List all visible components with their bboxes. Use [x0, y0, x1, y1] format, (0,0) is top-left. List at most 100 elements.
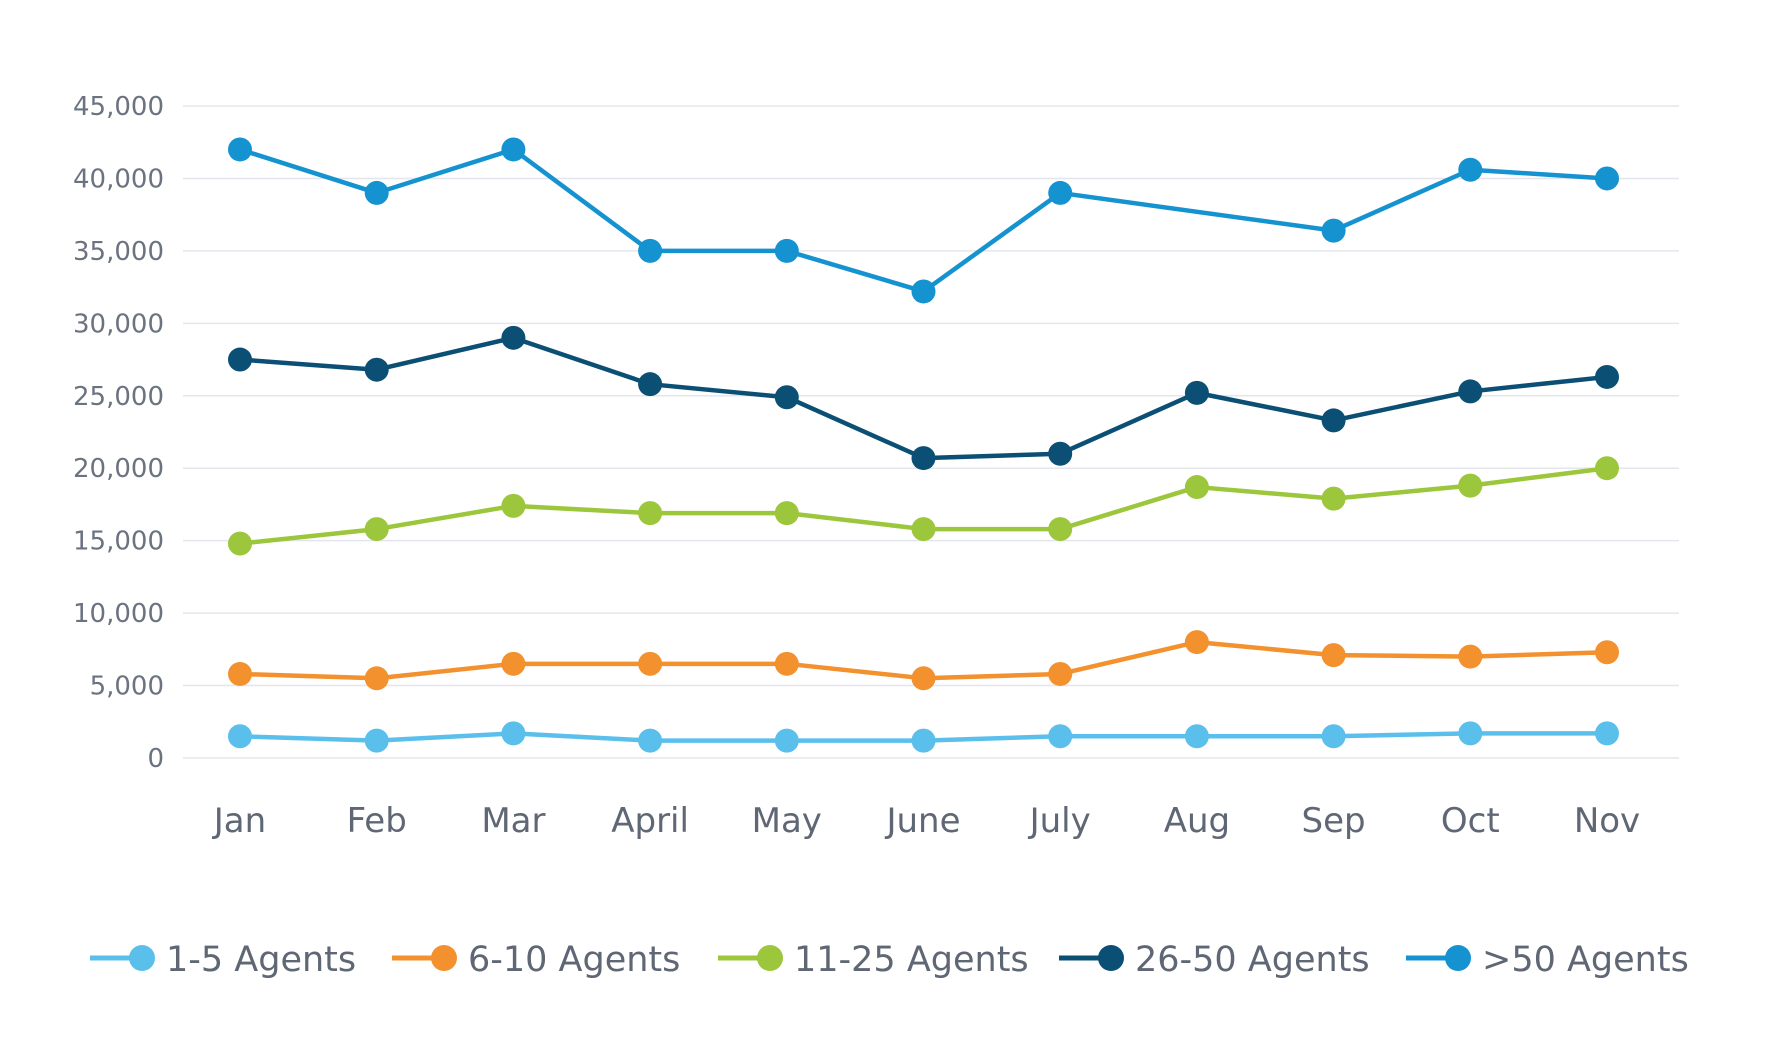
legend-marker: [757, 945, 783, 971]
x-axis-ticks: Jan Feb Mar April May June July Aug Sep Oct Nov: [212, 801, 1640, 841]
x-tick-label: Feb: [347, 801, 407, 841]
y-tick-label: 45,000: [73, 92, 164, 122]
legend-item: >50 Agents: [1406, 940, 1689, 980]
y-tick-label: 20,000: [73, 454, 164, 484]
legend-label: 6-10 Agents: [468, 940, 680, 980]
data-point: [364, 666, 389, 691]
gridlines: [183, 105, 1679, 759]
data-point: [1458, 157, 1483, 182]
data-point: [364, 180, 389, 205]
data-point: [911, 728, 936, 753]
data-point: [501, 651, 526, 676]
data-point: [1048, 724, 1073, 749]
legend-label: >50 Agents: [1482, 940, 1689, 980]
data-point: [1321, 486, 1346, 511]
y-tick-label: 5,000: [90, 672, 164, 702]
legend-marker: [431, 945, 457, 971]
data-point: [638, 372, 663, 397]
data-point: [228, 724, 252, 749]
data-point: [501, 325, 526, 350]
data-point: [1321, 724, 1346, 749]
x-tick-label: Aug: [1164, 801, 1230, 841]
data-point: [364, 517, 389, 542]
x-tick-label: June: [884, 801, 960, 841]
data-point: [911, 666, 936, 691]
data-point: [774, 651, 799, 676]
data-point: [774, 728, 799, 753]
legend: 1-5 Agents 6-10 Agents 11-25 Agents 26-50 A…: [90, 940, 1689, 980]
series-group: [228, 137, 1619, 753]
y-axis-ticks: 0 5,000 10,000 15,000 20,000 25,000 30,000 35,0…: [73, 92, 164, 774]
data-point: [1184, 630, 1209, 655]
y-tick-label: 25,000: [73, 382, 164, 412]
data-point: [638, 651, 663, 676]
series--50-agents: [228, 137, 1619, 304]
y-tick-label: 15,000: [73, 527, 164, 557]
data-point: [1184, 380, 1209, 405]
legend-item: 26-50 Agents: [1059, 940, 1370, 980]
x-tick-label: Sep: [1302, 801, 1366, 841]
data-point: [1595, 640, 1619, 665]
x-tick-label: Mar: [481, 801, 545, 841]
data-point: [1595, 456, 1619, 481]
data-point: [501, 721, 526, 746]
data-point: [228, 347, 252, 372]
legend-marker: [129, 945, 155, 971]
x-tick-label: May: [752, 801, 822, 841]
legend-label: 1-5 Agents: [166, 940, 356, 980]
data-point: [774, 501, 799, 526]
data-point: [1321, 408, 1346, 433]
x-tick-label: July: [1028, 801, 1091, 841]
legend-label: 11-25 Agents: [794, 940, 1029, 980]
y-tick-label: 10,000: [73, 599, 164, 629]
data-point: [1595, 364, 1619, 389]
data-point: [1184, 475, 1209, 500]
y-tick-label: 35,000: [73, 237, 164, 267]
series-1-5-agents: [228, 721, 1619, 753]
data-point: [774, 385, 799, 410]
data-point: [228, 531, 252, 556]
data-point: [638, 728, 663, 753]
data-point: [638, 238, 663, 263]
series-line: [239, 335, 1608, 461]
y-tick-label: 0: [147, 744, 164, 774]
data-point: [1184, 724, 1209, 749]
data-point: [228, 137, 252, 162]
x-tick-label: April: [611, 801, 689, 841]
x-tick-label: Nov: [1574, 801, 1640, 841]
data-point: [1458, 379, 1483, 404]
data-point: [638, 501, 663, 526]
legend-marker: [1098, 945, 1124, 971]
data-point: [364, 357, 389, 382]
data-point: [501, 493, 526, 518]
data-point: [1048, 180, 1073, 205]
series-6-10-agents: [228, 630, 1619, 691]
legend-item: 1-5 Agents: [90, 940, 356, 980]
data-point: [1458, 644, 1483, 669]
data-point: [501, 137, 526, 162]
data-point: [911, 446, 936, 471]
data-point: [1048, 517, 1073, 542]
x-tick-label: Oct: [1441, 801, 1500, 841]
legend-item: 6-10 Agents: [392, 940, 680, 980]
data-point: [364, 728, 389, 753]
data-point: [1458, 721, 1483, 746]
data-point: [1048, 441, 1073, 466]
series-11-25-agents: [228, 456, 1619, 556]
series-26-50-agents: [228, 325, 1619, 471]
y-tick-label: 30,000: [73, 309, 164, 339]
data-point: [1321, 218, 1346, 243]
x-tick-label: Jan: [212, 801, 266, 841]
data-point: [1458, 473, 1483, 498]
data-point: [774, 238, 799, 263]
data-point: [1321, 643, 1346, 668]
legend-item: 11-25 Agents: [718, 940, 1029, 980]
legend-label: 26-50 Agents: [1135, 940, 1370, 980]
data-point: [911, 279, 936, 304]
data-point: [1595, 166, 1619, 191]
series-line: [239, 147, 1608, 294]
legend-marker: [1445, 945, 1471, 971]
data-point: [1048, 661, 1073, 686]
data-point: [228, 661, 252, 686]
